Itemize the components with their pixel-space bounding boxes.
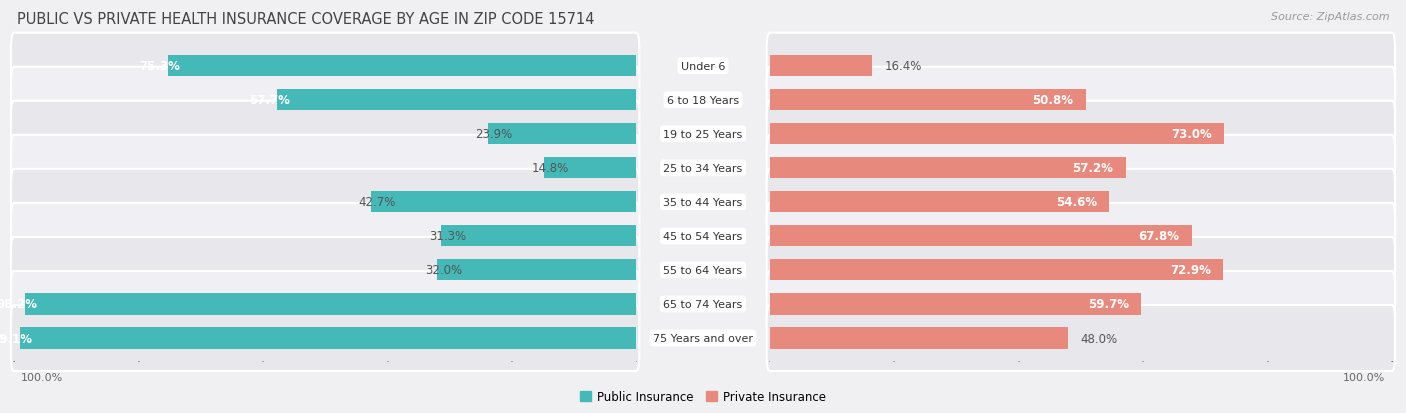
Text: 72.9%: 72.9%: [1170, 264, 1211, 277]
Bar: [441, 226, 637, 247]
Text: Source: ZipAtlas.com: Source: ZipAtlas.com: [1271, 12, 1389, 22]
Bar: [770, 226, 1192, 247]
FancyBboxPatch shape: [766, 271, 1395, 337]
Text: 23.9%: 23.9%: [475, 128, 512, 141]
Text: 19 to 25 Years: 19 to 25 Years: [664, 129, 742, 140]
Text: 14.8%: 14.8%: [531, 162, 569, 175]
Text: 50.8%: 50.8%: [1032, 94, 1073, 107]
Text: Under 6: Under 6: [681, 62, 725, 71]
Bar: [770, 158, 1126, 179]
Bar: [770, 294, 1142, 315]
Text: 45 to 54 Years: 45 to 54 Years: [664, 231, 742, 241]
FancyBboxPatch shape: [766, 33, 1395, 100]
Bar: [25, 294, 637, 315]
Text: 75.3%: 75.3%: [139, 60, 180, 73]
Text: 35 to 44 Years: 35 to 44 Years: [664, 197, 742, 207]
Bar: [770, 328, 1069, 349]
Bar: [167, 56, 637, 77]
Text: 75 Years and over: 75 Years and over: [652, 333, 754, 343]
Text: 32.0%: 32.0%: [425, 264, 461, 277]
FancyBboxPatch shape: [11, 169, 640, 235]
FancyBboxPatch shape: [11, 102, 640, 167]
Text: PUBLIC VS PRIVATE HEALTH INSURANCE COVERAGE BY AGE IN ZIP CODE 15714: PUBLIC VS PRIVATE HEALTH INSURANCE COVER…: [17, 12, 595, 27]
FancyBboxPatch shape: [766, 305, 1395, 371]
FancyBboxPatch shape: [11, 33, 640, 100]
Bar: [20, 328, 637, 349]
Text: 100.0%: 100.0%: [21, 372, 63, 382]
Text: 55 to 64 Years: 55 to 64 Years: [664, 265, 742, 275]
Bar: [544, 158, 637, 179]
FancyBboxPatch shape: [11, 135, 640, 202]
FancyBboxPatch shape: [766, 169, 1395, 235]
Text: 73.0%: 73.0%: [1171, 128, 1212, 141]
FancyBboxPatch shape: [766, 237, 1395, 303]
Bar: [770, 260, 1223, 281]
Text: 6 to 18 Years: 6 to 18 Years: [666, 95, 740, 105]
FancyBboxPatch shape: [766, 68, 1395, 133]
FancyBboxPatch shape: [766, 203, 1395, 269]
Text: 65 to 74 Years: 65 to 74 Years: [664, 299, 742, 309]
FancyBboxPatch shape: [11, 271, 640, 337]
Text: 16.4%: 16.4%: [884, 60, 922, 73]
Bar: [488, 124, 637, 145]
Text: 54.6%: 54.6%: [1056, 196, 1097, 209]
Text: 48.0%: 48.0%: [1081, 332, 1118, 345]
Text: 57.2%: 57.2%: [1073, 162, 1114, 175]
Text: 42.7%: 42.7%: [359, 196, 395, 209]
Bar: [371, 192, 637, 213]
Text: 31.3%: 31.3%: [429, 230, 467, 243]
Bar: [770, 56, 872, 77]
FancyBboxPatch shape: [11, 305, 640, 371]
FancyBboxPatch shape: [766, 102, 1395, 167]
FancyBboxPatch shape: [11, 237, 640, 303]
Bar: [770, 124, 1225, 145]
FancyBboxPatch shape: [766, 135, 1395, 202]
Legend: Public Insurance, Private Insurance: Public Insurance, Private Insurance: [579, 390, 827, 403]
Text: 25 to 34 Years: 25 to 34 Years: [664, 164, 742, 173]
Text: 98.2%: 98.2%: [0, 298, 38, 311]
FancyBboxPatch shape: [11, 203, 640, 269]
Text: 67.8%: 67.8%: [1139, 230, 1180, 243]
Text: 99.1%: 99.1%: [0, 332, 32, 345]
Text: 59.7%: 59.7%: [1088, 298, 1129, 311]
FancyBboxPatch shape: [11, 68, 640, 133]
Bar: [437, 260, 637, 281]
Text: 57.7%: 57.7%: [249, 94, 290, 107]
Bar: [277, 90, 637, 111]
Bar: [770, 192, 1109, 213]
Bar: [770, 90, 1085, 111]
Text: 100.0%: 100.0%: [1343, 372, 1385, 382]
